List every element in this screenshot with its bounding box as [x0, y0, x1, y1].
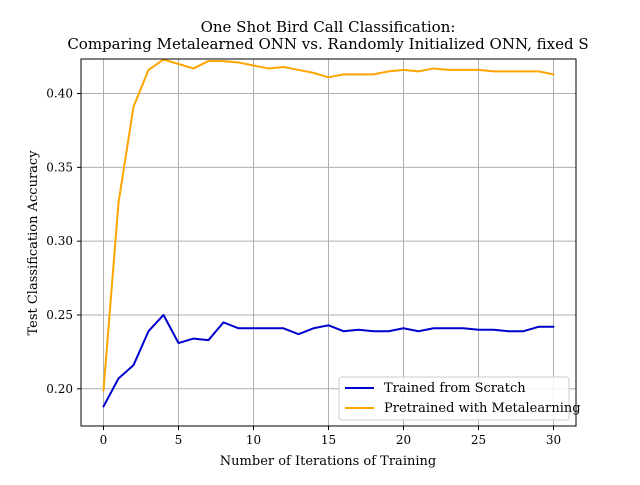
series-line-trained-from-scratch	[102, 313, 555, 408]
x-tick-label: 30	[546, 433, 561, 447]
x-tick-label: 25	[471, 433, 486, 447]
chart-title-line-2: Comparing Metalearned ONN vs. Randomly I…	[67, 35, 588, 53]
y-axis-label: Test Classification Accuracy	[26, 150, 41, 336]
x-tick-label: 20	[396, 433, 411, 447]
legend-label-pretrained-with-metalearning: Pretrained with Metalearning	[384, 401, 581, 416]
series-lines	[102, 58, 555, 408]
y-tick-label: 0.25	[46, 308, 73, 322]
x-tick-label: 15	[321, 433, 336, 447]
legend-box	[338, 376, 570, 421]
y-tick-label: 0.35	[46, 160, 73, 174]
axes: 0 5 10 15 20 25 30 0.20 0.25 0.30 0.35 0.40	[46, 87, 561, 447]
chart-title-line-1: One Shot Bird Call Classification:	[201, 18, 456, 36]
y-tick-label: 0.30	[46, 234, 73, 248]
x-tick-label: 10	[246, 433, 261, 447]
y-tick-label: 0.40	[46, 87, 73, 101]
legend-label-trained-from-scratch: Trained from Scratch	[384, 381, 526, 396]
x-tick-label: 0	[100, 433, 108, 447]
x-axis-label: Number of Iterations of Training	[220, 454, 436, 469]
series-line-pretrained-with-metalearning	[102, 58, 555, 392]
grid	[81, 59, 576, 426]
plot-frame	[80, 58, 577, 427]
legend: Trained from Scratch Pretrained with Met…	[338, 376, 581, 421]
y-tick-label: 0.20	[46, 382, 73, 396]
x-tick-label: 5	[175, 433, 183, 447]
